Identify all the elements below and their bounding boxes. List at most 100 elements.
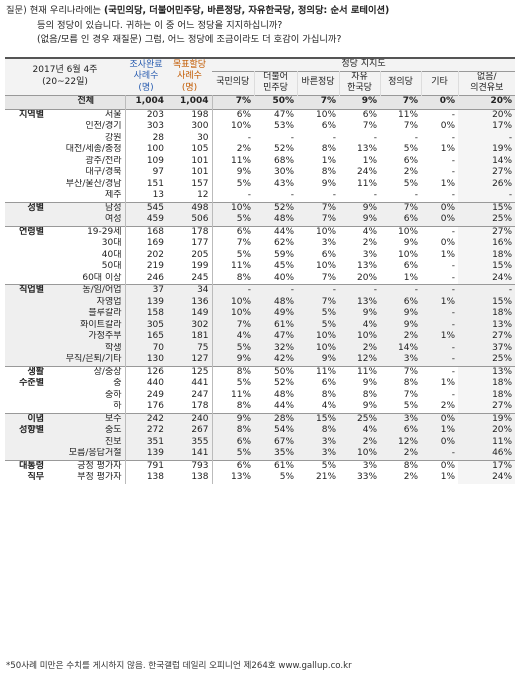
table-header-row-1: 2017년 6월 4주 (20~22일) 조사완료 사례수 (명) 목표할당 사… <box>5 57 516 95</box>
cell-justice: 7% <box>403 121 419 131</box>
cell-minjoo: 52% <box>254 201 298 214</box>
cell-bareun: 8% <box>321 167 337 177</box>
party-header-bareun: 바른정당 <box>297 71 340 95</box>
cell-other: 0% <box>421 214 459 226</box>
cell-bareun: 8% <box>297 425 340 437</box>
cell-kookmin: 6% <box>212 459 255 472</box>
cell-other: - <box>451 190 456 200</box>
row-group-label <box>5 331 47 343</box>
cell-bareun: 10% <box>297 108 340 121</box>
cell-none: 27% <box>458 331 516 343</box>
row-group-label: 연령별 <box>5 225 47 238</box>
cell-none: 18% <box>458 378 516 390</box>
cell-none: 14% <box>458 155 516 167</box>
cell-hankook: 4% <box>339 425 381 437</box>
party-label: 없음/ <box>477 71 497 82</box>
cell-none: 20% <box>458 94 516 109</box>
cell-target: 247 <box>167 389 213 401</box>
cell-kookmin: 8% <box>236 401 252 411</box>
target-header-l3: (명) <box>181 82 198 93</box>
cell-bareun: 7% <box>297 94 340 109</box>
cell-minjoo: - <box>254 284 298 297</box>
cell-hankook: 10% <box>339 448 381 460</box>
cell-bareun: 7% <box>297 296 340 308</box>
cell-hankook: 25% <box>339 412 381 425</box>
table-row: 대구/경북 97 101 9% 30% 8% 24% 2% -27% <box>5 167 516 179</box>
party-header-minjoo: 더불어 민주당 <box>254 71 298 95</box>
cell-none: 13% <box>458 365 516 378</box>
cell-other: 0% <box>440 121 456 131</box>
cell-none: 17% <box>458 121 516 133</box>
table-row: 학생 70 75 5% 32% 10% 2% 14% -37% <box>5 342 516 354</box>
row-group-label <box>5 390 47 402</box>
question-tag: 질문) <box>6 5 27 16</box>
cell-target: 177 <box>167 238 213 250</box>
cell-surveyed: 242 <box>125 412 168 425</box>
cell-minjoo: 35% <box>254 448 298 460</box>
cell-surveyed: 139 <box>125 448 168 460</box>
cell-surveyed: 168 <box>125 225 168 238</box>
cell-hankook: - <box>339 284 381 297</box>
cell-surveyed: 545 <box>125 201 168 214</box>
cell-surveyed: 246 <box>146 272 165 283</box>
cell-surveyed: 176 <box>146 401 165 411</box>
cell-justice: 1% <box>403 272 419 283</box>
cell-justice: 6% <box>380 425 422 437</box>
cell-surveyed: 70 <box>125 342 168 354</box>
cell-minjoo: 50% <box>254 365 298 378</box>
cell-kookmin: 9% <box>212 412 255 425</box>
cell-target: 149 <box>167 308 213 320</box>
row-label: 대전/세종/충청 <box>47 144 126 156</box>
table-body: 전체 1,004 1,004 7% 50% 7% 9% 7% 0% 20% 지역별 서울 203 198 6… <box>5 94 516 484</box>
cell-target: 199 <box>167 261 213 273</box>
cell-other: 0% <box>421 201 459 214</box>
cell-justice: - <box>380 284 422 297</box>
party-header-none: 없음/의견유보 <box>458 71 516 95</box>
cell-minjoo: 62% <box>274 238 295 248</box>
party-header-other: 기타 <box>421 71 459 95</box>
cell-none: 18% <box>458 389 516 401</box>
cell-justice: - <box>414 190 419 200</box>
cell-kookmin: 11% <box>231 261 252 271</box>
cell-surveyed: 272 <box>125 425 168 437</box>
cell-none: 15% <box>458 261 516 273</box>
cell-other: 1% <box>440 144 456 154</box>
cell-justice: 8% <box>380 459 422 472</box>
cell-minjoo: 49% <box>254 308 298 320</box>
row-group-label: 대통령 <box>5 459 47 472</box>
cell-surveyed: 138 <box>146 472 165 482</box>
cell-surveyed: 97 <box>152 167 165 177</box>
row-label: 19-29세 <box>47 225 126 238</box>
cell-surveyed: 1,004 <box>125 94 168 109</box>
cell-bareun: 5% <box>297 459 340 472</box>
table-row: 이념 보수 242 240 9% 28% 15% 25% 3% 0% 19% <box>5 412 516 425</box>
cell-target: 300 <box>167 121 213 133</box>
row-group-label: 직무 <box>27 472 44 482</box>
row-group-label <box>5 179 47 191</box>
cell-minjoo: 52% <box>274 144 295 154</box>
party-label-2: 한국당 <box>347 83 372 93</box>
cell-surveyed: 109 <box>146 155 165 166</box>
surveyed-header-l3: (명) <box>138 82 154 93</box>
party-label-2: 민주당 <box>263 83 288 93</box>
cell-surveyed: 100 <box>146 144 165 154</box>
cell-surveyed: 305 <box>125 319 168 331</box>
row-group-label: 성향별 <box>5 425 47 437</box>
cell-kookmin: 5% <box>212 342 255 354</box>
cell-hankook: 9% <box>339 201 381 214</box>
row-group-label: 성별 <box>5 201 47 214</box>
row-label: 블루칼라 <box>47 308 126 320</box>
cell-other: - <box>451 389 456 400</box>
table-row: 직업별 농/임/어업 37 34- - - - - - - <box>5 284 516 297</box>
cell-target: 34 <box>167 284 213 297</box>
cell-bareun: 5% <box>297 308 340 320</box>
cell-target: 506 <box>167 214 213 226</box>
cell-kookmin: 5% <box>236 178 252 189</box>
cell-bareun: 9% <box>321 178 337 189</box>
table-row: 가정주부 165 181 4% 47% 10% 10% 2% 1% 27% <box>5 331 516 343</box>
cell-hankook: 13% <box>357 261 378 271</box>
cell-minjoo: 59% <box>274 249 295 260</box>
cell-none: 13% <box>458 319 516 331</box>
cell-bareun: 7% <box>297 214 340 226</box>
cell-hankook: 10% <box>339 331 381 343</box>
